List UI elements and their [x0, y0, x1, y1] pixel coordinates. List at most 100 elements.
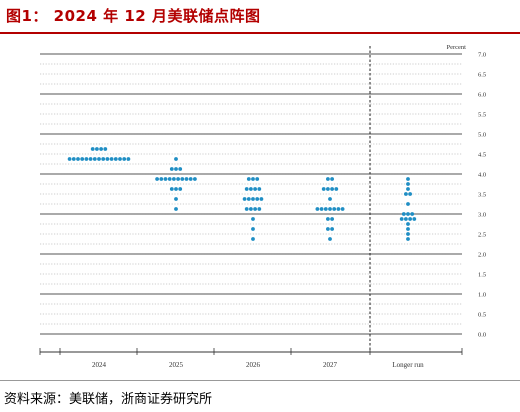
projection-dot — [80, 157, 85, 161]
projection-dot — [330, 187, 334, 191]
projection-dot — [406, 222, 410, 226]
projection-dot — [251, 217, 255, 221]
figure-footer: 资料来源：美联储，浙商证券研究所 — [0, 380, 520, 412]
projection-dot — [406, 237, 410, 241]
projection-dot — [122, 157, 127, 161]
projection-dot — [169, 167, 174, 171]
projection-dot — [99, 147, 103, 151]
projection-dot — [328, 207, 332, 211]
projection-dot — [176, 177, 181, 181]
x-tick-label: 2026 — [246, 361, 261, 369]
y-tick-label: 6.5 — [478, 71, 486, 78]
projection-dot — [188, 177, 193, 181]
projection-dot — [399, 217, 404, 221]
projection-dot — [67, 157, 72, 161]
projection-dot — [257, 187, 262, 191]
projection-dot — [259, 197, 264, 201]
x-tick-label: 2024 — [92, 361, 107, 369]
x-tick-label: 2027 — [323, 361, 338, 369]
projection-dot — [159, 177, 164, 181]
y-tick-label: 2.0 — [478, 251, 486, 258]
projection-dot — [193, 177, 197, 181]
projection-dot — [155, 177, 160, 181]
projection-dot — [326, 227, 330, 231]
projection-dot — [404, 217, 408, 221]
projection-dot — [174, 157, 178, 161]
projection-dot — [103, 147, 108, 151]
projection-dot — [251, 237, 255, 241]
projection-dot — [406, 182, 410, 186]
projection-dot — [244, 187, 249, 191]
projection-dot — [174, 197, 178, 201]
projection-dot — [109, 157, 114, 161]
projection-dot — [412, 217, 417, 221]
projection-dot — [244, 207, 249, 211]
projection-dot — [326, 217, 330, 221]
projection-dot — [334, 187, 339, 191]
projection-dot — [242, 197, 247, 201]
y-tick-label: 3.0 — [478, 211, 486, 218]
x-tick-label: 2025 — [169, 361, 184, 369]
projection-dot — [257, 207, 262, 211]
projection-dot — [328, 237, 332, 241]
projection-dot — [406, 212, 410, 216]
projection-dot — [174, 187, 178, 191]
projection-dot — [174, 207, 178, 211]
projection-dot — [249, 187, 253, 191]
projection-dot — [336, 207, 341, 211]
projection-dot — [253, 187, 257, 191]
projection-dot — [340, 207, 345, 211]
projection-dot — [88, 157, 93, 161]
projection-dot — [163, 177, 168, 181]
projection-dot — [330, 227, 334, 231]
projection-dot — [408, 192, 412, 196]
projection-dot — [323, 207, 328, 211]
projection-dot — [76, 157, 80, 161]
projection-dot — [92, 157, 97, 161]
y-tick-label: 7.0 — [478, 51, 486, 58]
projection-dot — [118, 157, 122, 161]
y-tick-label: 2.5 — [478, 231, 486, 238]
projection-dot — [246, 177, 251, 181]
projection-dot — [172, 177, 176, 181]
projection-dot — [408, 217, 412, 221]
figure-title-bar: 图1： 2024 年 12 月美联储点阵图 — [0, 0, 520, 34]
projection-dot — [315, 207, 320, 211]
projection-dot — [406, 187, 410, 191]
dot-plot-chart: Percent 0.0 0.5 1.0 1.5 2.0 2.5 3.0 3.5 4.0 4.5 5.… — [39, 44, 486, 369]
projection-dot — [406, 227, 410, 231]
y-tick-label: 5.5 — [478, 111, 486, 118]
projection-dot — [174, 167, 178, 171]
y-axis-label: Percent — [447, 44, 467, 51]
projection-dot — [330, 177, 334, 181]
projection-dot — [321, 187, 326, 191]
projection-dot — [326, 187, 330, 191]
source-note: 资料来源：美联储，浙商证券研究所 — [4, 392, 213, 407]
figure-title: 图1： 2024 年 12 月美联储点阵图 — [6, 7, 261, 25]
projection-dot — [319, 207, 324, 211]
projection-dot — [410, 212, 415, 216]
projection-dot — [253, 207, 257, 211]
projection-dot — [101, 157, 106, 161]
projection-dot — [180, 177, 185, 181]
y-tick-label: 6.0 — [478, 91, 486, 98]
projection-dot — [401, 212, 406, 216]
projection-dot — [404, 192, 408, 196]
projection-dot — [178, 187, 183, 191]
projection-dot — [71, 157, 76, 161]
projection-dot — [105, 157, 110, 161]
projection-dot — [167, 177, 172, 181]
projection-dot — [84, 157, 89, 161]
projection-dot — [178, 167, 183, 171]
y-tick-label: 5.0 — [478, 131, 486, 138]
projection-dot — [184, 177, 189, 181]
y-tick-label: 4.5 — [478, 151, 486, 158]
projection-dot — [328, 197, 332, 201]
y-tick-label: 1.5 — [478, 271, 486, 278]
projection-dot — [246, 197, 251, 201]
projection-dot — [406, 232, 410, 236]
projection-dot — [330, 217, 334, 221]
projection-dot — [90, 147, 95, 151]
y-tick-label: 3.5 — [478, 191, 486, 198]
projection-dot — [126, 157, 131, 161]
